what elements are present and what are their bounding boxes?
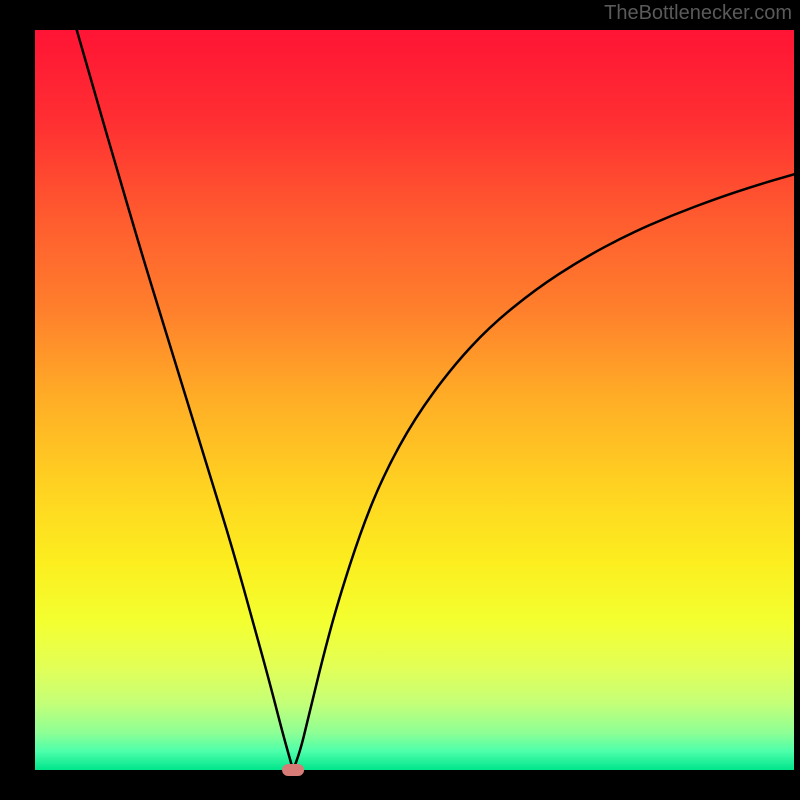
bottleneck-chart xyxy=(0,0,800,800)
plot-background xyxy=(35,30,794,770)
minimum-marker xyxy=(282,764,304,776)
chart-container: TheBottlenecker.com xyxy=(0,0,800,800)
